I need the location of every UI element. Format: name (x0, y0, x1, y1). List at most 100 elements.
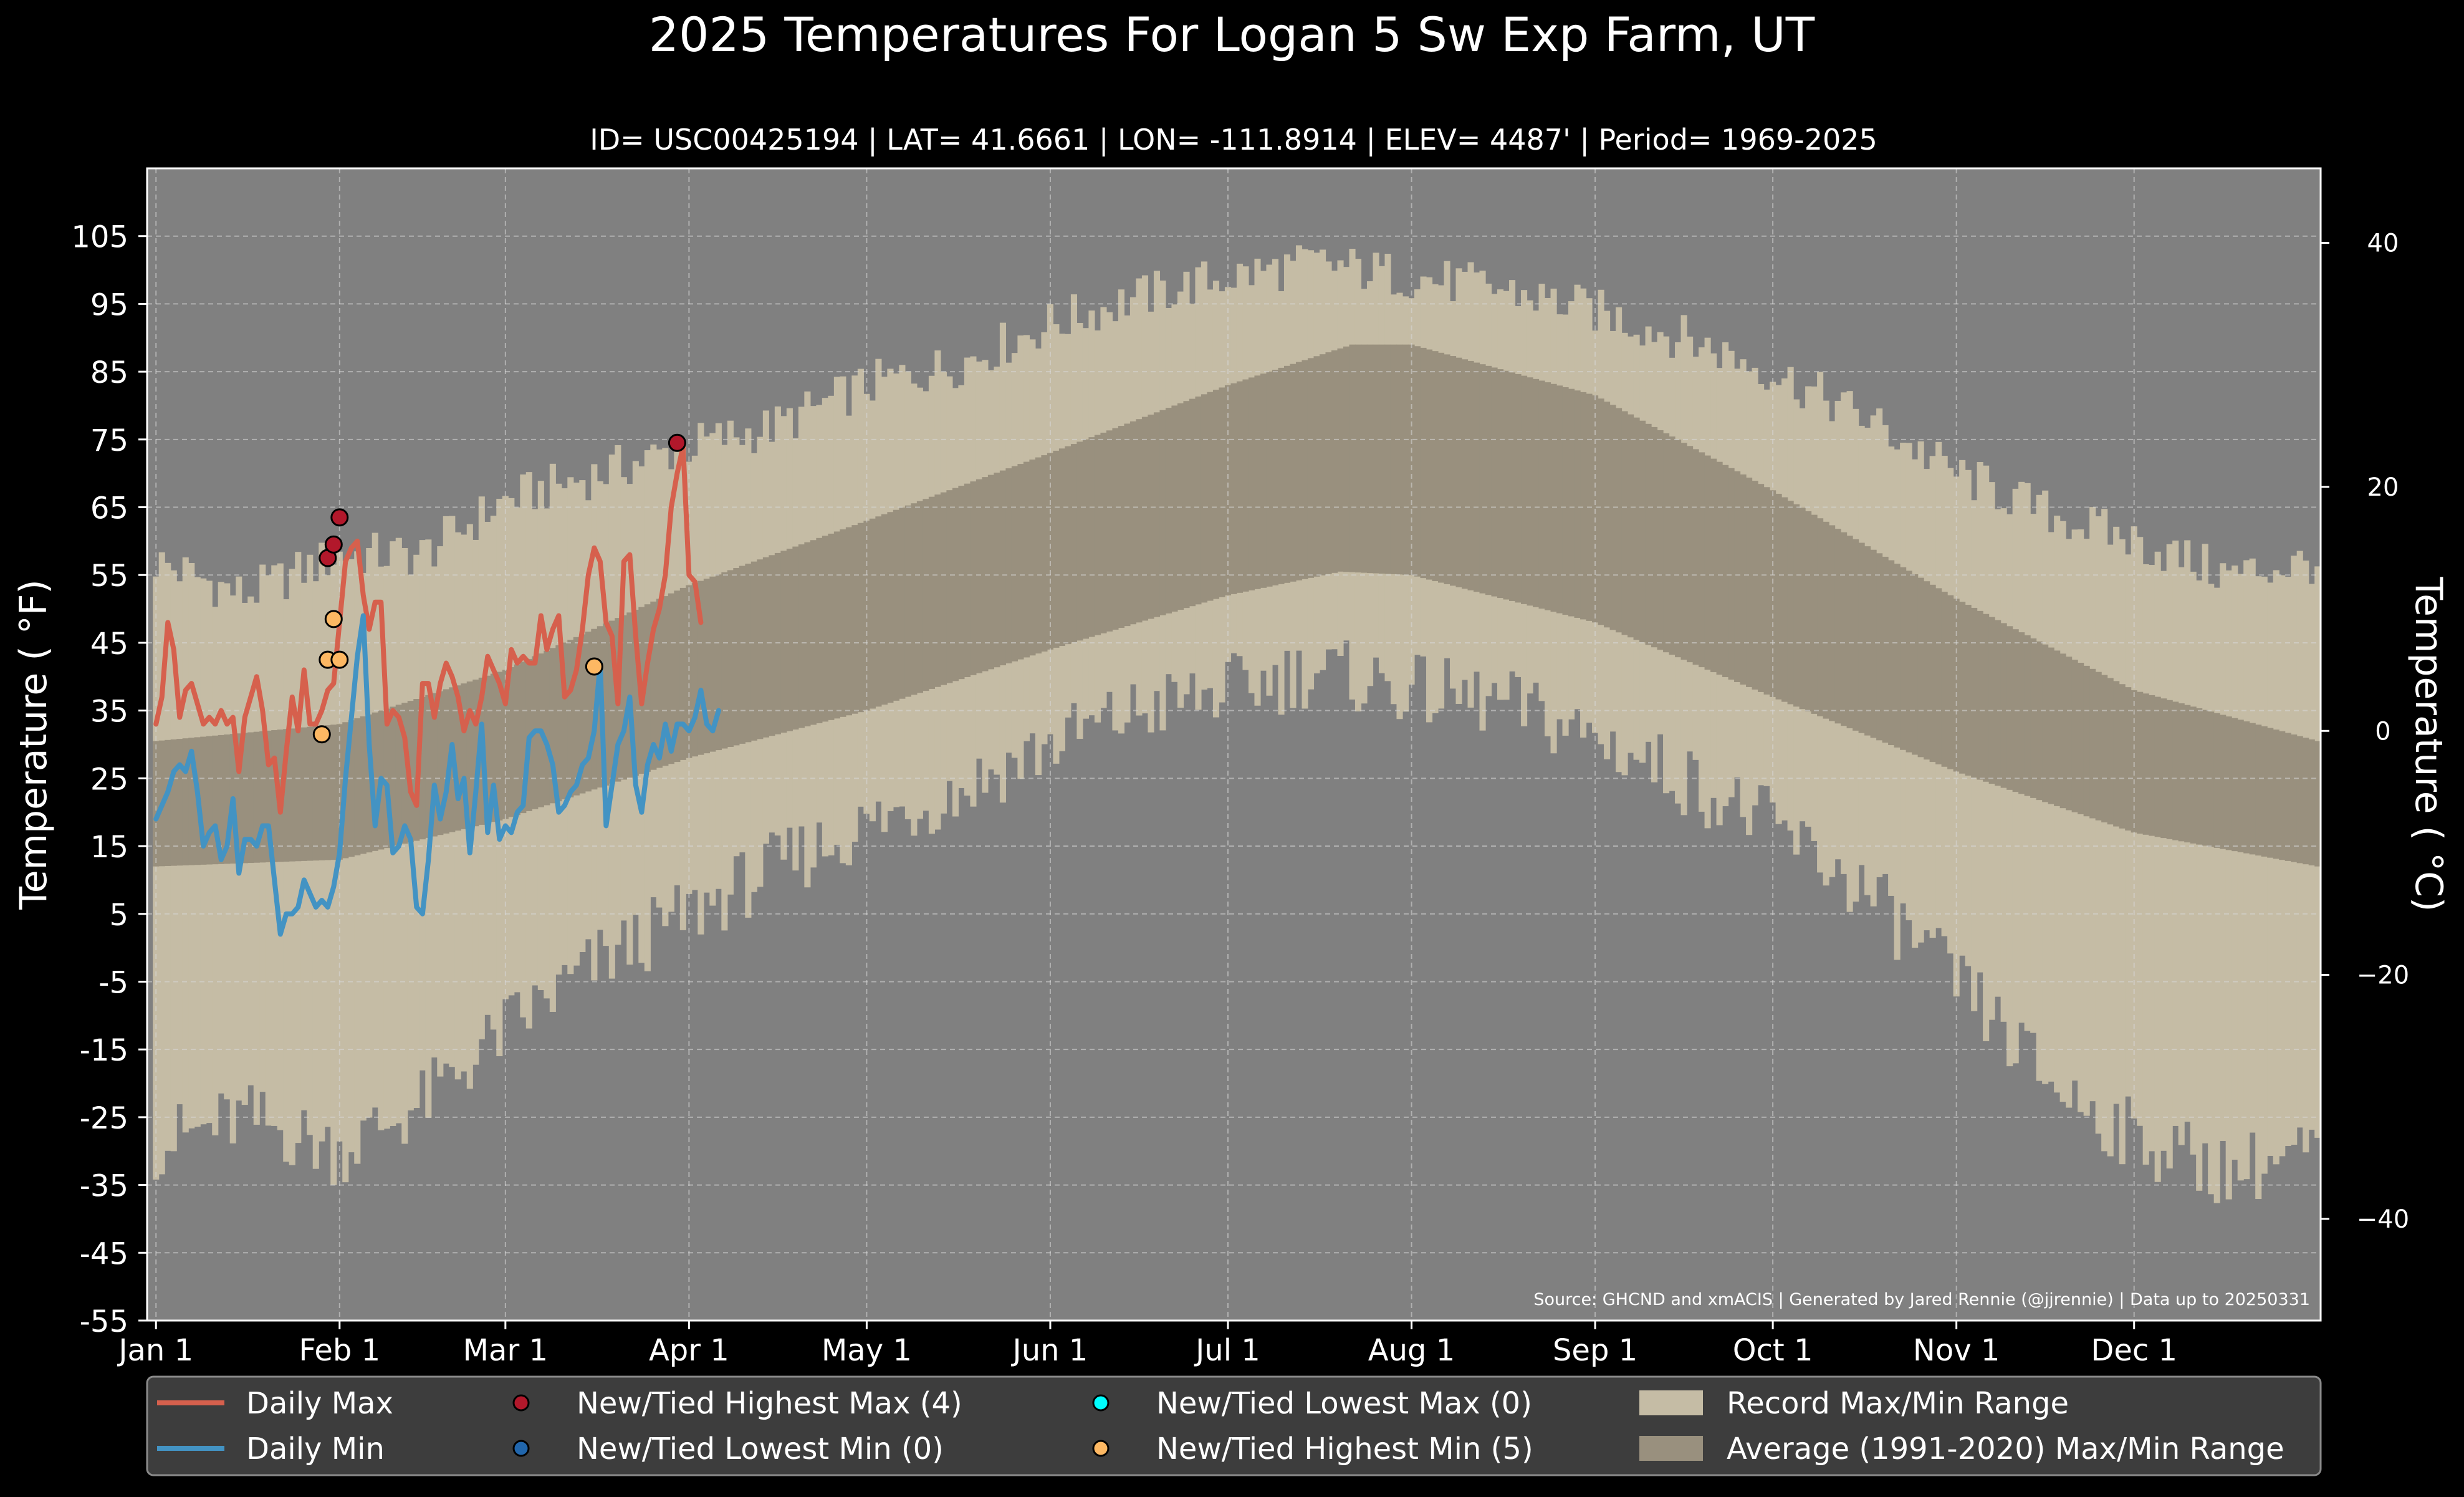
normal-range-bar (780, 551, 787, 733)
normal-range-bar (1331, 350, 1338, 573)
normal-range-bar (999, 470, 1006, 666)
legend-label: New/Tied Lowest Max (0) (1156, 1386, 1532, 1421)
normal-range-bar (769, 555, 775, 736)
x-tick-label: Jan 1 (117, 1333, 193, 1368)
normal-range-bar (1278, 367, 1285, 584)
normal-range-bar (721, 572, 728, 749)
normal-range-bar (1988, 617, 1995, 784)
normal-range-bar (324, 725, 331, 860)
y-tick-label: 85 (90, 355, 128, 390)
normal-range-bar (1455, 357, 1462, 587)
normal-range-bar (579, 634, 586, 794)
normal-range-bar (1047, 453, 1054, 650)
normal-range-bar (1112, 428, 1119, 630)
normal-range-bar (2284, 733, 2291, 861)
y-tick-label: 75 (90, 423, 128, 458)
normal-range-bar (1201, 394, 1208, 603)
normal-range-bar (1805, 511, 1812, 712)
normal-range-bar (994, 473, 1000, 668)
normal-range-bar (857, 522, 864, 713)
daily-lines (153, 443, 721, 937)
normal-range-bar (715, 574, 722, 751)
normal-range-bar (940, 492, 947, 685)
normal-range-bar (1058, 448, 1066, 647)
normal-range-bar (1568, 388, 1575, 617)
normal-range-bar (1550, 383, 1557, 612)
normal-range-bar (1325, 352, 1332, 574)
normal-range-bar (1663, 433, 1670, 653)
normal-range-bar (828, 533, 835, 720)
normal-range-bar (1390, 344, 1397, 574)
normal-range-bar (1266, 372, 1273, 587)
y-tick-label: 95 (90, 287, 128, 322)
record-range-bar (2196, 580, 2203, 1191)
normal-range-bar (1609, 405, 1616, 630)
normal-range-bar (1065, 446, 1071, 645)
normal-range-bar (330, 724, 337, 860)
normal-range-bar (2208, 711, 2215, 847)
normal-range-bar (2220, 715, 2227, 849)
y-tick-label: -45 (80, 1236, 128, 1271)
y-axis-right: 40 20 0 −20 −40 (2321, 229, 2409, 1234)
normal-range-bar (443, 689, 449, 834)
normal-range-bar (1307, 358, 1315, 578)
normal-range-bar (887, 512, 894, 703)
normal-range-bar (454, 685, 461, 831)
normal-range-bar (2142, 693, 2149, 835)
record-range-bar (289, 569, 295, 1165)
normal-range-bar (840, 529, 846, 717)
normal-range-bar (307, 726, 314, 861)
normal-range-bar (1924, 581, 1930, 760)
legend-label: New/Tied Lowest Min (0) (577, 1432, 944, 1466)
normal-range-bar (555, 645, 562, 802)
y-tick-label: 15 (90, 830, 128, 865)
normal-range-bar (1781, 497, 1788, 702)
normal-range-bar (1538, 380, 1545, 609)
normal-range-bar (958, 486, 965, 680)
normal-range-bar (2137, 691, 2144, 834)
record-range-bar (342, 561, 349, 1183)
normal-range-bar (2273, 729, 2279, 859)
y-axis-left: 105 95 85 75 65 55 45 35 25 15 5 -5 -15 -25 -35 -45 -55 (71, 220, 147, 1339)
normal-range-bar (1402, 344, 1409, 575)
normal-range-bar (816, 537, 823, 723)
normal-range-bar (762, 557, 769, 738)
normal-range-bar (1894, 564, 1901, 748)
normal-range-bar (1959, 602, 1966, 774)
normal-range-bar (822, 536, 828, 722)
normal-range-bar (2066, 657, 2073, 811)
normal-range-bar (1965, 605, 1972, 776)
normal-range-bar (804, 542, 811, 727)
normal-range-bar (2213, 713, 2220, 848)
normal-range-bar (1005, 468, 1012, 663)
record-range-bar (2107, 544, 2114, 1157)
y-axis-label-right: Temperature ( °C) (2407, 577, 2450, 912)
normal-range-bar (1129, 421, 1137, 625)
normal-range-bar (2267, 728, 2274, 858)
normal-range-bar (703, 579, 710, 754)
y-right-tick-label: 0 (2375, 717, 2390, 746)
normal-range-bar (904, 505, 911, 697)
normal-range-bar (1687, 446, 1694, 663)
normal-range-bar (1366, 344, 1374, 574)
normal-range-bar (1556, 385, 1563, 614)
x-axis: Jan 1 Feb 1 Mar 1 Apr 1 May 1 Jun 1 Jul 1 Aug 1… (117, 1321, 2177, 1368)
normal-range-bar (1396, 344, 1403, 575)
normal-range-bar (431, 693, 438, 837)
normal-range-bar (1224, 385, 1232, 595)
normal-range-bar (733, 568, 740, 746)
normal-range-bar (2125, 687, 2132, 831)
normal-range-bar (1420, 347, 1427, 579)
normal-range-bar (1704, 455, 1711, 670)
normal-range-bar (1947, 595, 1954, 769)
normal-range-bar (1070, 444, 1078, 643)
normal-range-bar (798, 544, 805, 728)
normal-range-bar (319, 726, 325, 860)
normal-range-bar (1657, 430, 1664, 650)
normal-range-bar (1017, 464, 1024, 660)
record-range-bar (2066, 539, 2073, 1108)
y-tick-label: 25 (90, 762, 128, 797)
normal-range-bar (182, 738, 189, 865)
record-range-bar (2101, 509, 2108, 1152)
normal-range-bar (1153, 412, 1161, 617)
